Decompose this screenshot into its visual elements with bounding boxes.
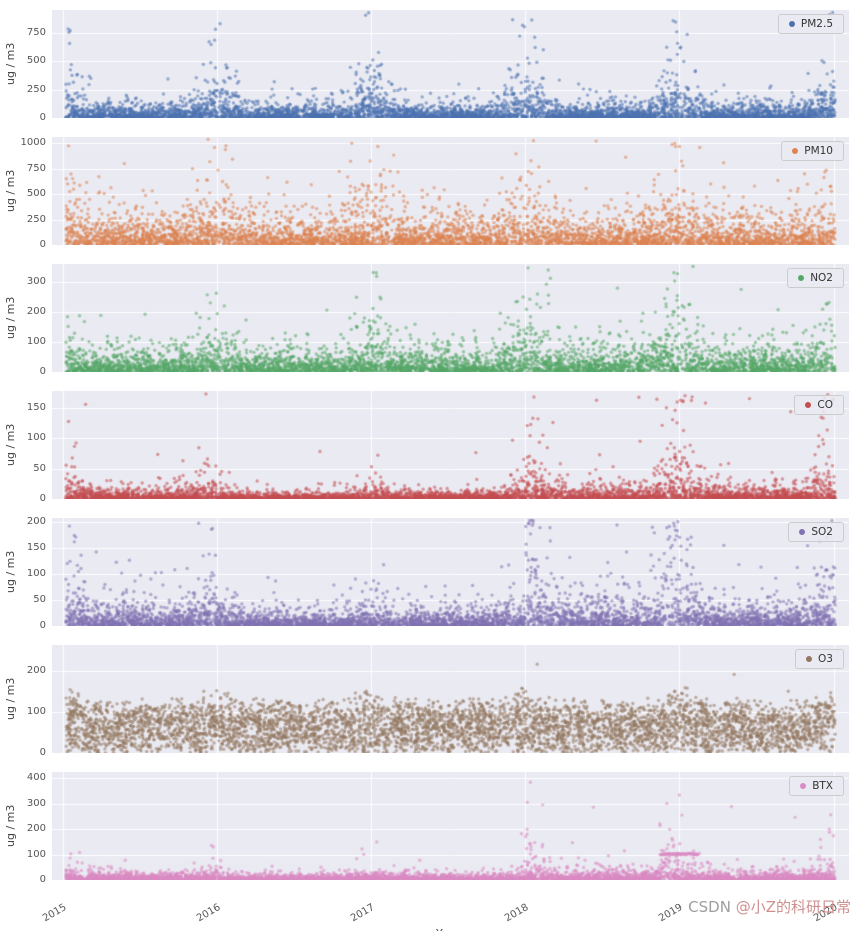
scatter-canvas	[52, 10, 849, 118]
legend-label: CO	[817, 399, 833, 411]
y-tick-labels: 0 50 100 150 200	[18, 516, 52, 631]
subplot-no2: ug / m3 0 100 200 300 NO2	[4, 264, 849, 377]
y-tick: 100	[26, 568, 46, 580]
y-tick: 300	[26, 797, 46, 809]
y-tick: 750	[26, 162, 46, 174]
y-tick: 100	[26, 848, 46, 860]
y-tick: 0	[39, 747, 46, 758]
x-tick: 2018	[503, 902, 531, 925]
y-tick: 0	[39, 366, 46, 377]
plot-area: BTX	[52, 772, 849, 880]
legend-label: NO2	[810, 272, 833, 284]
y-tick: 0	[39, 112, 46, 123]
y-tick-labels: 0 50 100 150	[18, 391, 52, 504]
plot-area: O3	[52, 645, 849, 753]
y-tick: 50	[33, 594, 46, 606]
legend: CO	[794, 395, 844, 415]
x-tick: 2017	[349, 902, 377, 925]
legend-label: O3	[818, 653, 833, 665]
y-tick: 200	[26, 664, 46, 676]
legend: PM2.5	[777, 14, 844, 34]
x-tick: 2016	[194, 902, 223, 925]
y-tick: 200	[26, 516, 46, 528]
subplot-btx: ug / m3 0 100 200 300 400 BTX	[4, 772, 849, 885]
y-axis-label: ug / m3	[4, 42, 17, 86]
y-tick: 500	[26, 55, 46, 67]
plot-area: CO	[52, 391, 849, 499]
x-tick: 2019	[657, 902, 685, 925]
y-tick: 0	[39, 239, 46, 250]
y-tick: 0	[39, 874, 46, 885]
y-tick-labels: 0 250 500 750 1000	[18, 137, 52, 250]
y-tick: 100	[26, 432, 46, 444]
watermark-prefix: CSDN	[688, 898, 736, 916]
y-axis-label: ug / m3	[4, 296, 17, 340]
y-axis-label: ug / m3	[4, 804, 17, 848]
plot-area: PM2.5	[52, 10, 849, 118]
y-tick: 750	[26, 26, 46, 38]
scatter-canvas	[52, 772, 849, 880]
y-tick-labels: 0 100 200	[18, 645, 52, 758]
y-tick: 250	[26, 83, 46, 95]
y-tick: 300	[26, 276, 46, 287]
x-axis-title: Years	[52, 927, 849, 931]
legend-label: PM10	[804, 145, 833, 157]
legend-marker-icon	[788, 21, 795, 27]
y-tick-labels: 0 100 200 300 400	[18, 772, 52, 885]
subplot-co: ug / m3 0 50 100 150 CO	[4, 391, 849, 504]
plot-area: SO2	[52, 518, 849, 626]
y-tick: 150	[26, 401, 46, 413]
legend-marker-icon	[799, 529, 806, 535]
subplot-pm10: ug / m3 0 250 500 750 1000 PM10	[4, 137, 849, 250]
legend-marker-icon	[792, 148, 799, 154]
y-tick-labels: 0 250 500 750	[18, 10, 52, 123]
legend-label: SO2	[811, 526, 833, 538]
y-tick: 200	[26, 823, 46, 835]
y-tick: 100	[26, 705, 46, 717]
y-tick: 0	[39, 493, 46, 504]
legend-marker-icon	[798, 275, 805, 281]
x-axis-title-row: Years	[4, 927, 849, 931]
y-tick: 500	[26, 188, 46, 200]
legend-marker-icon	[805, 402, 812, 408]
scatter-canvas	[52, 137, 849, 245]
y-axis-label: ug / m3	[4, 169, 17, 213]
y-axis-label: ug / m3	[4, 550, 17, 594]
y-tick: 1000	[20, 137, 46, 149]
y-axis-label: ug / m3	[4, 677, 17, 721]
scatter-canvas	[52, 518, 849, 626]
legend-marker-icon	[800, 783, 807, 789]
subplot-o3: ug / m3 0 100 200 O3	[4, 645, 849, 758]
watermark: CSDN @小Z的科研日常	[688, 896, 851, 917]
y-tick: 100	[26, 336, 46, 347]
watermark-handle: @小Z的科研日常	[735, 898, 851, 916]
scatter-canvas	[52, 645, 849, 753]
legend: PM10	[781, 141, 844, 161]
y-tick: 150	[26, 542, 46, 554]
legend: O3	[795, 649, 844, 669]
y-tick: 200	[26, 306, 46, 317]
y-tick: 0	[39, 620, 46, 631]
legend: NO2	[787, 268, 844, 288]
y-axis-label: ug / m3	[4, 423, 17, 467]
y-tick: 400	[26, 772, 46, 784]
legend: SO2	[788, 522, 844, 542]
legend: BTX	[789, 776, 844, 796]
plot-area: NO2	[52, 264, 849, 372]
y-tick: 50	[33, 462, 46, 474]
scatter-canvas	[52, 264, 849, 372]
y-tick: 250	[26, 213, 46, 225]
legend-label: BTX	[812, 780, 833, 792]
plot-area: PM10	[52, 137, 849, 245]
y-tick-labels: 0 100 200 300	[18, 264, 52, 377]
legend-label: PM2.5	[800, 18, 833, 30]
scatter-canvas	[52, 391, 849, 499]
legend-marker-icon	[806, 656, 813, 662]
subplot-so2: ug / m3 0 50 100 150 200 SO2	[4, 516, 849, 631]
subplot-pm25: ug / m3 0 250 500 750 PM2.5	[4, 10, 849, 123]
